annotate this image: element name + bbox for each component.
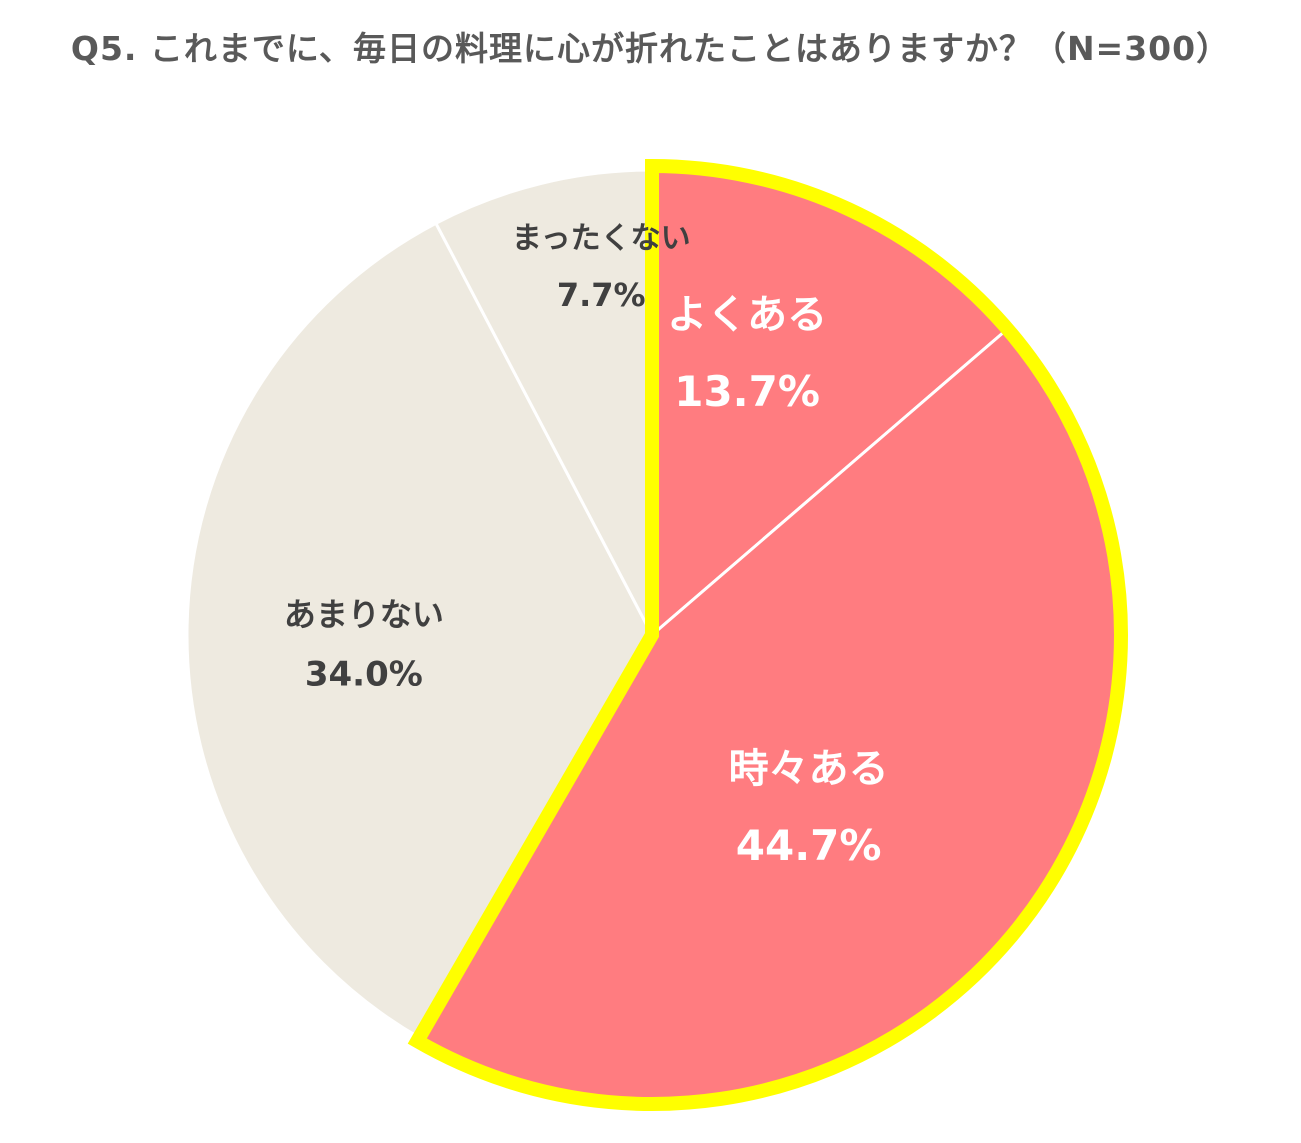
slice-value-label-1: 13.7% [674, 367, 820, 416]
highlight-layer [407, 158, 1128, 1111]
labels-layer: よくある 13.7% 時々ある 44.7% あまりない 34.0% まったくない 7.7% [284, 221, 889, 870]
slice-value-label-2: 44.7% [736, 821, 882, 870]
highlight-outline [407, 158, 1128, 1111]
slice-value-label-4: 7.7% [557, 276, 646, 314]
slice-4 [433, 168, 654, 636]
slice-label-1: よくある [667, 292, 827, 338]
slice-label-3: あまりない [284, 595, 444, 633]
slice-label-2: 時々ある [729, 746, 889, 792]
slice-label-4: まったくない [512, 221, 691, 256]
slice-value-label-3: 34.0% [305, 654, 423, 694]
chart-title: Q5. これまでに、毎日の料理に心が折れたことはありますか？（N=300） [70, 29, 1231, 68]
